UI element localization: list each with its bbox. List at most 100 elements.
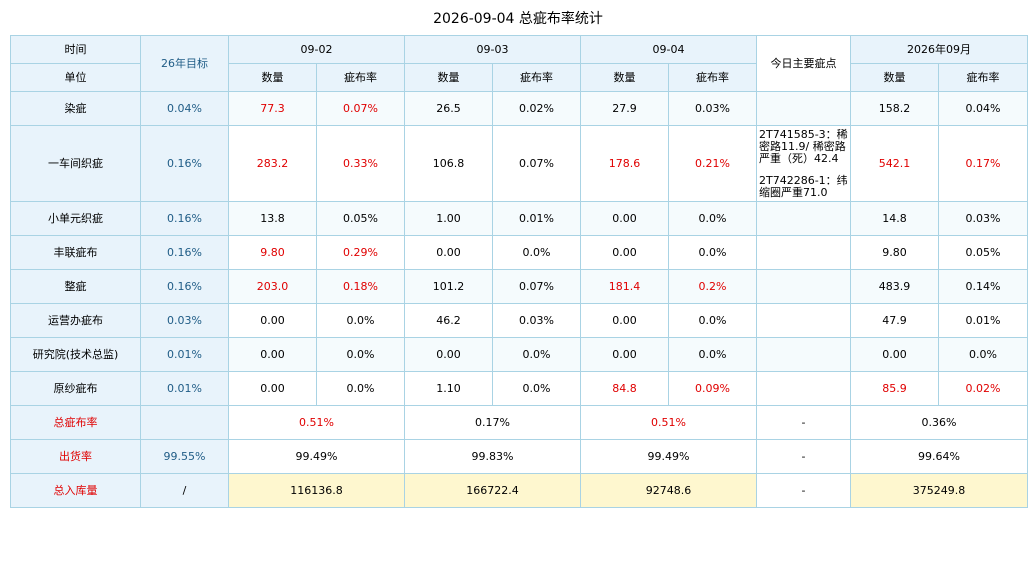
cell-month-qty: 158.2 <box>850 91 939 126</box>
qty-header: 数量 <box>580 63 669 92</box>
summary-day-value: 0.51% <box>580 405 757 440</box>
cell-rate: 0.0% <box>316 303 405 338</box>
cell-qty: 178.6 <box>580 125 669 202</box>
table-row: 原纱疵布 0.01% 0.00 0.0% 1.10 0.0% 84.8 0.09… <box>10 371 1028 406</box>
cell-rate: 0.05% <box>316 201 405 236</box>
table-row: 染疵 0.04% 77.3 0.07% 26.5 0.02% 27.9 0.03… <box>10 91 1028 126</box>
cell-rate: 0.0% <box>492 235 581 270</box>
cell-rate: 0.0% <box>668 303 757 338</box>
table-row: 研究院(技术总监) 0.01% 0.00 0.0% 0.00 0.0% 0.00… <box>10 337 1028 372</box>
cell-qty: 181.4 <box>580 269 669 304</box>
cell-month-rate: 0.17% <box>938 125 1028 202</box>
cell-month-qty: 14.8 <box>850 201 939 236</box>
cell-month-rate: 0.14% <box>938 269 1028 304</box>
cell-qty: 0.00 <box>580 303 669 338</box>
rate-header: 疵布率 <box>938 63 1028 92</box>
cell-qty: 203.0 <box>228 269 317 304</box>
summary-row-shipping-rate: 出货率 99.55% 99.49% 99.83% 99.49% - 99.64% <box>10 439 1028 474</box>
qty-header: 数量 <box>850 63 939 92</box>
defect-rate-table: 时间 26年目标 09-02 09-03 09-04 今日主要疵点 2026年0… <box>10 35 1028 508</box>
cell-note <box>756 303 851 338</box>
summary-day-value: 116136.8 <box>228 473 405 508</box>
cell-qty: 0.00 <box>228 303 317 338</box>
header-row-unit: 单位 数量 疵布率 数量 疵布率 数量 疵布率 数量 疵布率 <box>10 63 1028 92</box>
cell-month-rate: 0.0% <box>938 337 1028 372</box>
summary-label: 总疵布率 <box>10 405 141 440</box>
qty-header: 数量 <box>228 63 317 92</box>
summary-day-value: 99.49% <box>228 439 405 474</box>
cell-qty: 27.9 <box>580 91 669 126</box>
summary-day-value: 166722.4 <box>404 473 581 508</box>
main-defect-note: 2T741585-3：稀密路11.9/ 稀密路严重（死）42.4 <box>759 127 848 165</box>
date-header-3: 09-04 <box>580 35 757 64</box>
rate-header: 疵布率 <box>668 63 757 92</box>
cell-rate: 0.0% <box>668 337 757 372</box>
cell-rate: 0.07% <box>492 125 581 202</box>
main-defect-note: 2T742286-1：纬缩圈严重71.0 <box>759 173 848 199</box>
cell-month-qty: 47.9 <box>850 303 939 338</box>
cell-rate: 0.0% <box>492 337 581 372</box>
summary-target <box>140 405 229 440</box>
row-target: 0.16% <box>140 235 229 270</box>
row-unit: 小单元织疵 <box>10 201 141 236</box>
row-target: 0.16% <box>140 201 229 236</box>
row-target: 0.01% <box>140 337 229 372</box>
row-unit: 染疵 <box>10 91 141 126</box>
cell-qty: 1.00 <box>404 201 493 236</box>
summary-day-value: 99.49% <box>580 439 757 474</box>
header-row-time: 时间 26年目标 09-02 09-03 09-04 今日主要疵点 2026年0… <box>10 35 1028 92</box>
cell-rate: 0.2% <box>668 269 757 304</box>
table-row: 一车间织疵 0.16% 283.2 0.33% 106.8 0.07% 178.… <box>10 125 1028 202</box>
date-header-1: 09-02 <box>228 35 405 64</box>
table-row: 整疵 0.16% 203.0 0.18% 101.2 0.07% 181.4 0… <box>10 269 1028 304</box>
cell-rate: 0.07% <box>316 91 405 126</box>
cell-month-rate: 0.02% <box>938 371 1028 406</box>
cell-note <box>756 91 851 126</box>
row-target: 0.04% <box>140 91 229 126</box>
cell-note <box>756 337 851 372</box>
date-header-2: 09-03 <box>404 35 581 64</box>
row-target: 0.16% <box>140 269 229 304</box>
cell-qty: 106.8 <box>404 125 493 202</box>
table-row: 小单元织疵 0.16% 13.8 0.05% 1.00 0.01% 0.00 0… <box>10 201 1028 236</box>
summary-label: 总入库量 <box>10 473 141 508</box>
cell-rate: 0.03% <box>668 91 757 126</box>
cell-qty: 0.00 <box>580 235 669 270</box>
cell-rate: 0.29% <box>316 235 405 270</box>
cell-rate: 0.03% <box>492 303 581 338</box>
summary-row-total-rate: 总疵布率 0.51% 0.17% 0.51% - 0.36% <box>10 405 1028 440</box>
summary-day-value: 99.83% <box>404 439 581 474</box>
cell-rate: 0.33% <box>316 125 405 202</box>
cell-rate: 0.09% <box>668 371 757 406</box>
cell-qty: 9.80 <box>228 235 317 270</box>
cell-qty: 1.10 <box>404 371 493 406</box>
summary-month-value: 99.64% <box>850 439 1028 474</box>
cell-rate: 0.0% <box>668 201 757 236</box>
row-target: 0.03% <box>140 303 229 338</box>
cell-month-qty: 0.00 <box>850 337 939 372</box>
cell-qty: 0.00 <box>404 337 493 372</box>
cell-rate: 0.21% <box>668 125 757 202</box>
cell-note <box>756 201 851 236</box>
main-defects-header: 今日主要疵点 <box>756 35 851 92</box>
cell-rate: 0.02% <box>492 91 581 126</box>
cell-month-rate: 0.03% <box>938 201 1028 236</box>
summary-target: / <box>140 473 229 508</box>
summary-row-total-inbound: 总入库量 / 116136.8 166722.4 92748.6 - 37524… <box>10 473 1028 508</box>
summary-target: 99.55% <box>140 439 229 474</box>
cell-rate: 0.0% <box>492 371 581 406</box>
cell-rate: 0.0% <box>316 371 405 406</box>
month-header: 2026年09月 <box>850 35 1028 64</box>
cell-qty: 0.00 <box>404 235 493 270</box>
time-label: 时间 <box>10 35 141 64</box>
cell-qty: 84.8 <box>580 371 669 406</box>
page-title: 2026-09-04 总疵布率统计 <box>433 11 603 27</box>
cell-month-qty: 483.9 <box>850 269 939 304</box>
summary-day-value: 0.51% <box>228 405 405 440</box>
cell-note <box>756 371 851 406</box>
row-target: 0.01% <box>140 371 229 406</box>
summary-day-value: 0.17% <box>404 405 581 440</box>
cell-qty: 0.00 <box>228 337 317 372</box>
summary-label: 出货率 <box>10 439 141 474</box>
cell-month-rate: 0.05% <box>938 235 1028 270</box>
